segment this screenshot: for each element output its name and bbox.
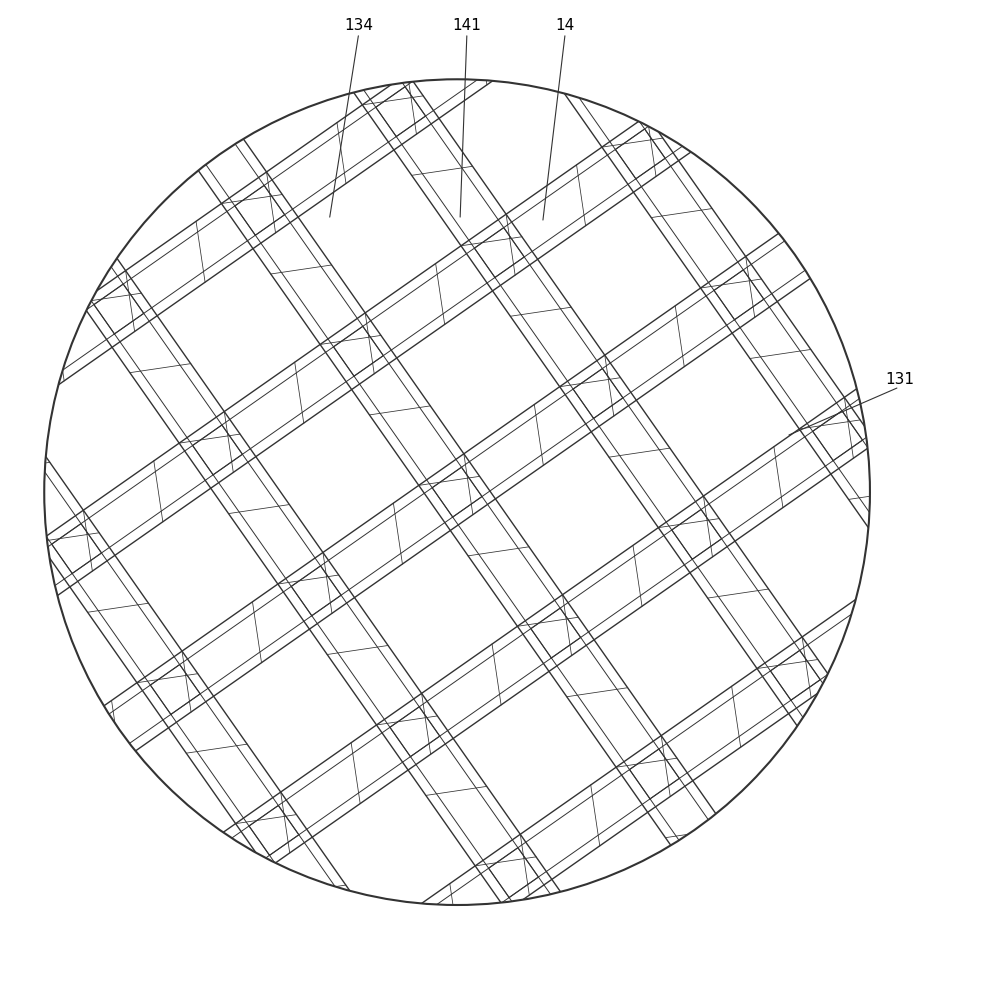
- Text: 14: 14: [555, 18, 575, 33]
- Circle shape: [44, 79, 870, 905]
- Text: 141: 141: [452, 18, 482, 33]
- Text: 134: 134: [344, 18, 374, 33]
- Text: 131: 131: [885, 372, 914, 387]
